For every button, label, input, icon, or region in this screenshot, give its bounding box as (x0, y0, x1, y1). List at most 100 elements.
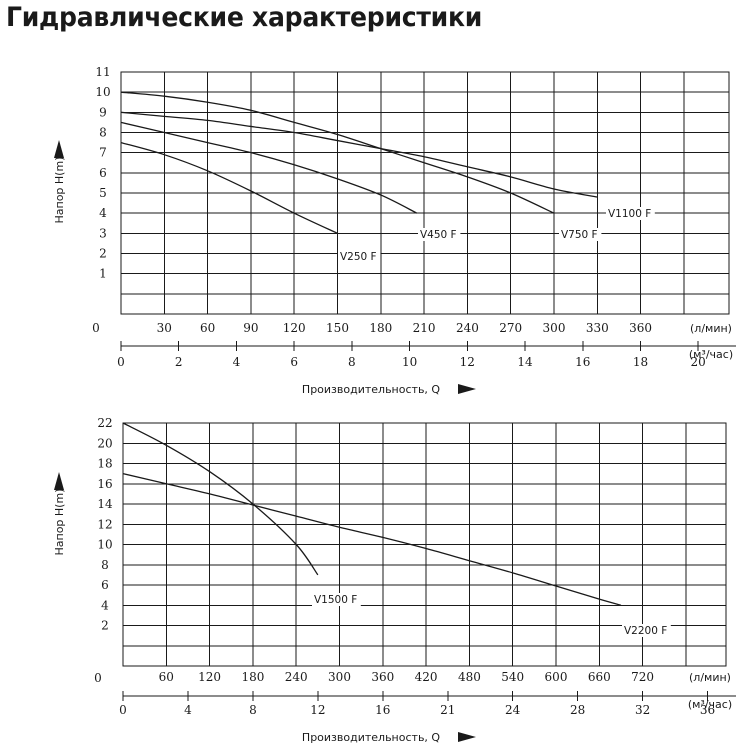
x-tick-label-lmin: 270 (499, 321, 522, 335)
series-label-bg (606, 207, 655, 220)
x-tick-label-m3h: 16 (575, 355, 590, 369)
x-axis-arrow-icon (458, 384, 476, 394)
x-tick-label-m3h: 20 (691, 355, 706, 369)
x-tick-label-m3h: 14 (517, 355, 533, 369)
x-tick-label-lmin: 720 (631, 670, 654, 684)
y-axis-arrow-icon (54, 472, 64, 490)
y-tick-labels: 2 4 6 8 10 12 14 16 18 20 22 0 (94, 416, 113, 685)
x-tick-label-lmin: 210 (413, 321, 436, 335)
y-tick-label: 5 (99, 186, 107, 200)
grid (123, 422, 726, 666)
series-label: V1500 F (314, 594, 357, 606)
plot-frame (120, 71, 730, 315)
x-tick-label-lmin: 180 (241, 670, 264, 684)
series-label-bg (338, 250, 381, 263)
series-line-v250-f (120, 141, 338, 234)
x-tick-label-m3h: 2 (175, 355, 183, 369)
x-tick-label-lmin: 480 (458, 670, 481, 684)
y-tick-label: 16 (97, 477, 112, 491)
x-unit-lmin: (л/мин) (690, 322, 732, 335)
x-tick-labels-lmin: 30 60 90 120 150 180 210 240 270 300 330 360 (л/мин) (157, 321, 732, 335)
x-tick-label-m3h: 32 (635, 703, 650, 717)
page-title: Гидравлические характеристики (6, 2, 483, 33)
y-tick-label: 18 (97, 457, 112, 471)
x-tick-label-lmin: 360 (371, 670, 394, 684)
y-tick-label: 20 (97, 436, 112, 450)
series-line-v1500-f (122, 422, 319, 576)
x-tick-label-lmin: 240 (456, 321, 479, 335)
y-tick-label: 22 (97, 416, 112, 430)
series: V250 F V450 F V750 F V1100 F (120, 91, 655, 263)
y-axis-arrow-icon (54, 140, 64, 158)
x-tick-label-lmin: 60 (200, 321, 215, 335)
y-tick-label: 14 (97, 497, 113, 511)
series-label: V750 F (561, 229, 598, 241)
y-tick-label: 12 (97, 517, 112, 531)
x-tick-label-lmin: 330 (586, 321, 609, 335)
series-label-bg (559, 228, 602, 241)
x-axis-title: Производительность, Q (302, 383, 440, 396)
y-tick-label: 11 (95, 65, 110, 79)
y-tick-label: 3 (99, 226, 107, 240)
x-tick-label-lmin: 300 (543, 321, 566, 335)
y-tick-label: 4 (99, 206, 107, 220)
x-tick-label-lmin: 300 (328, 670, 351, 684)
y-tick-label: 8 (99, 126, 107, 140)
y-tick-label: 6 (101, 578, 109, 592)
series-label: V450 F (420, 229, 457, 241)
y-tick-label: 1 (99, 267, 107, 281)
x-tick-label-m3h: 8 (249, 703, 257, 717)
x-tick-label-m3h: 10 (402, 355, 417, 369)
series-label-bg (622, 624, 671, 637)
x-tick-label-lmin: 420 (415, 670, 438, 684)
x-tick-label-lmin: 660 (588, 670, 611, 684)
y-axis-title: Напор H(m) (53, 489, 66, 556)
x-tick-label-m3h: 6 (290, 355, 298, 369)
x-tick-label-lmin: 180 (369, 321, 392, 335)
x-tick-label-m3h: 36 (700, 703, 715, 717)
plot-frame (122, 422, 727, 667)
series-line-v750-f (120, 91, 555, 214)
y-tick-label: 8 (101, 558, 109, 572)
series-line-v450-f (120, 121, 418, 214)
x-tick-label-m3h: 0 (117, 355, 125, 369)
x-axis-m3h: 048121621242832364044(м³/час) (119, 691, 736, 717)
series-label-bg (418, 228, 461, 241)
series-label-bg (312, 593, 361, 606)
x-tick-label-m3h: 8 (348, 355, 356, 369)
series-label: V2200 F (624, 625, 667, 637)
x-tick-label-m3h: 28 (570, 703, 585, 717)
series-label: V250 F (340, 251, 377, 263)
y-tick-label: 9 (99, 105, 107, 119)
x-unit-lmin: (л/мин) (689, 671, 731, 684)
x-tick-label-lmin: 360 (629, 321, 652, 335)
y-tick-label: 10 (97, 538, 112, 552)
x-tick-label-lmin: 240 (285, 670, 308, 684)
y-tick-label: 0 (94, 671, 102, 685)
y-tick-label: 0 (92, 321, 100, 335)
x-tick-label-lmin: 30 (157, 321, 172, 335)
x-tick-label-lmin: 120 (283, 321, 306, 335)
y-tick-label: 7 (99, 146, 107, 160)
x-tick-label-lmin: 150 (326, 321, 349, 335)
x-tick-label-m3h: 16 (375, 703, 390, 717)
x-unit-m3h: (м³/час) (689, 348, 733, 361)
x-tick-label-m3h: 0 (119, 703, 127, 717)
series-label: V1100 F (608, 208, 651, 220)
x-tick-labels-lmin: 60 120 180 240 300 360 420 480 540 600 660 720 (л/ми… (159, 670, 731, 684)
y-tick-labels: 1 2 3 4 5 6 7 8 9 10 11 0 (92, 65, 110, 335)
x-tick-label-m3h: 21 (440, 703, 455, 717)
x-tick-label-lmin: 120 (198, 670, 221, 684)
x-axis-arrow-icon (458, 732, 476, 742)
series-line-v1100-f (120, 111, 598, 198)
x-axis-title: Производительность, Q (302, 731, 440, 744)
x-unit-m3h: (м³/час) (688, 698, 732, 711)
x-tick-label-m3h: 12 (310, 703, 325, 717)
x-axis-m3h: 0246810121416182022(м³/час) (117, 341, 736, 369)
x-tick-label-lmin: 600 (545, 670, 568, 684)
x-tick-label-m3h: 4 (233, 355, 241, 369)
x-tick-label-m3h: 18 (633, 355, 648, 369)
